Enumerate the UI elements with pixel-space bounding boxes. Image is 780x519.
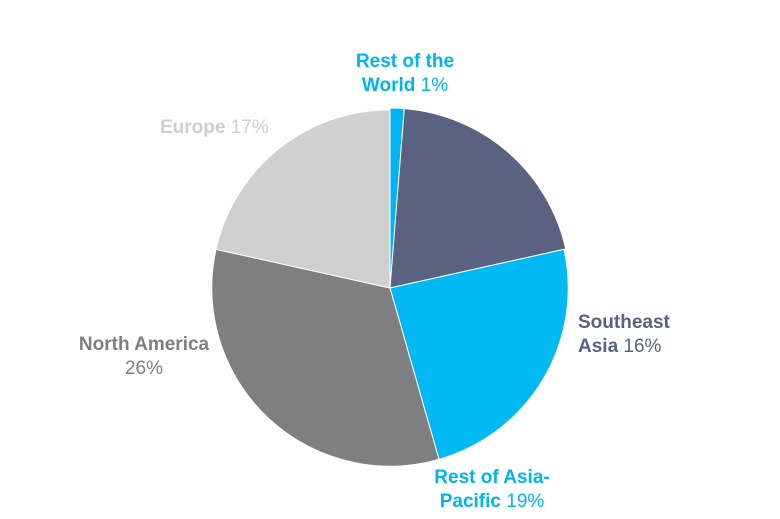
slice-label-rest-of-asia-pacific: Rest of Asia- Pacific 19% — [412, 466, 572, 514]
slice-name-line: Southeast — [578, 312, 670, 333]
slice-name-line: Rest of Asia- — [434, 467, 550, 488]
slice-name-line: World — [361, 75, 416, 96]
slice-name-line: Rest of the — [355, 51, 455, 72]
pie-slice-europe — [215, 109, 391, 289]
slice-name-line: Pacific — [439, 491, 501, 512]
slice-name-line: Europe — [160, 117, 226, 138]
pie-slice-southeast-asia — [389, 108, 567, 289]
slice-percent: 17% — [230, 117, 269, 138]
slice-percent: 1% — [420, 75, 449, 96]
slice-name-line: Asia — [578, 336, 619, 357]
slice-label-southeast-asia: Southeast Asia 16% — [578, 311, 670, 359]
pie-slice-rest-of-asia-pacific — [389, 248, 569, 460]
slice-label-europe: Europe 17% — [160, 116, 269, 140]
slice-percent: 19% — [506, 491, 545, 512]
slice-percent: 16% — [623, 336, 662, 357]
slice-label-north-america: North America 26% — [56, 333, 232, 381]
slice-label-rest-of-the-world: Rest of the World 1% — [320, 50, 490, 98]
slice-percent: 26% — [124, 358, 164, 379]
pie-slice-north-america — [211, 248, 440, 467]
slice-name-line: North America — [78, 334, 210, 355]
